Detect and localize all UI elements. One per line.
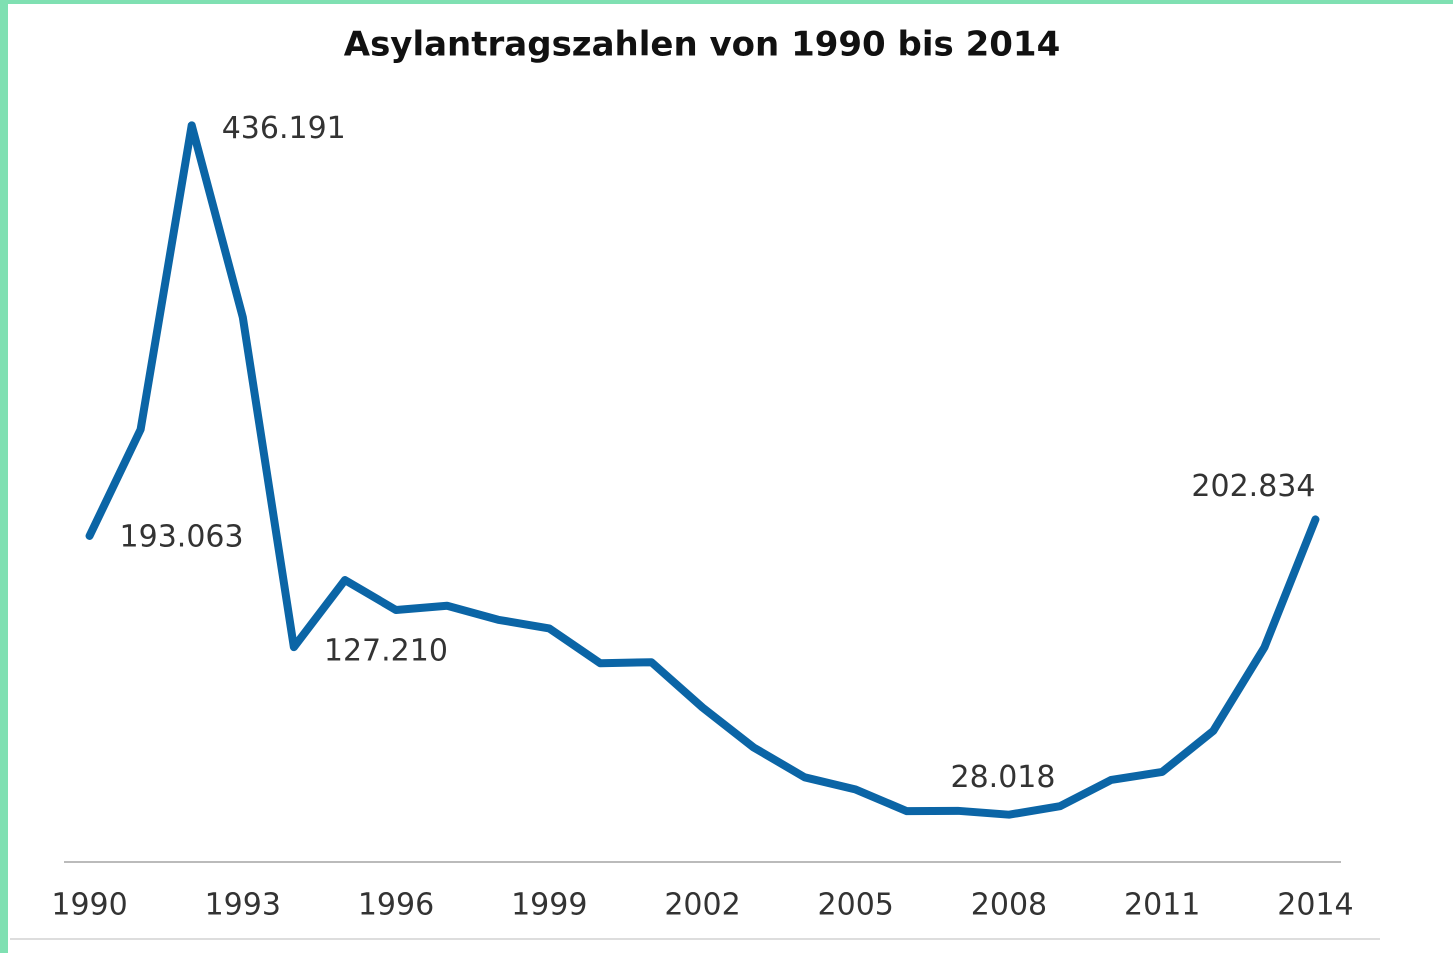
x-tick-label: 1999 [511,888,587,923]
x-tick-label: 1996 [358,888,434,923]
data-label: 202.834 [1191,469,1315,504]
x-tick-label: 2008 [971,888,1047,923]
x-tick-label: 1990 [51,888,127,923]
x-tick-label: 2005 [818,888,894,923]
line [85,121,1320,819]
x-tick-label: 2014 [1277,888,1353,923]
data-label: 436.191 [222,111,346,146]
chart-title: Asylantragszahlen von 1990 bis 2014 [344,25,1060,65]
data-label: 28.018 [950,760,1055,795]
x-tick-label: 2002 [664,888,740,923]
data-label: 127.210 [324,634,448,669]
data-label: 193.063 [120,519,244,554]
frame-left [0,0,8,953]
frame-top [0,0,1453,4]
x-tick-label: 1993 [205,888,281,923]
x-tick-label: 2011 [1124,888,1200,923]
